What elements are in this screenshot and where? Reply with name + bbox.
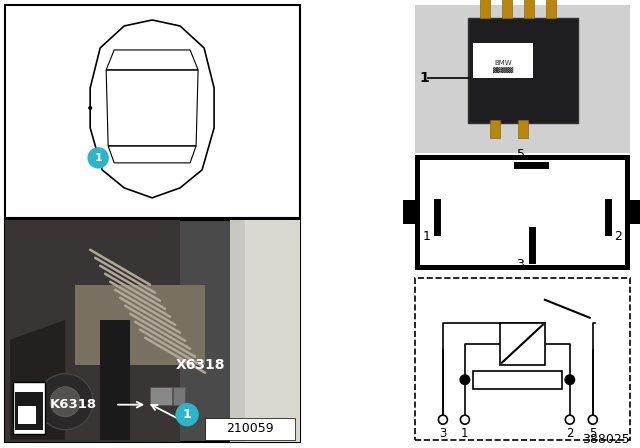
Circle shape — [37, 374, 93, 430]
Bar — [15, 392, 44, 430]
Circle shape — [460, 374, 470, 385]
Text: 5: 5 — [589, 427, 596, 440]
Bar — [502, 0, 512, 18]
Bar — [415, 278, 630, 439]
Text: 1: 1 — [423, 230, 431, 243]
Bar — [500, 323, 545, 365]
Bar — [205, 418, 295, 439]
Circle shape — [88, 106, 92, 110]
Bar — [173, 387, 185, 405]
Bar — [468, 18, 578, 123]
Text: 2: 2 — [566, 427, 573, 440]
Bar — [415, 155, 630, 270]
Bar — [524, 0, 534, 18]
Bar — [245, 220, 300, 442]
Bar — [415, 5, 630, 153]
Bar — [473, 370, 562, 389]
Text: 3: 3 — [516, 258, 524, 271]
Bar — [13, 382, 45, 434]
Text: 388025: 388025 — [582, 433, 630, 446]
Text: 5: 5 — [517, 148, 525, 161]
Text: X6318: X6318 — [175, 358, 225, 372]
Bar — [490, 120, 500, 138]
Text: 1: 1 — [420, 71, 429, 85]
Bar — [150, 387, 172, 405]
Bar — [546, 0, 556, 18]
Bar — [75, 285, 205, 365]
Bar — [480, 0, 490, 18]
Bar — [5, 5, 300, 218]
Bar — [420, 160, 625, 265]
Bar — [5, 220, 180, 442]
Bar — [473, 43, 533, 78]
Bar — [230, 220, 300, 442]
Text: K6318: K6318 — [50, 398, 97, 411]
Circle shape — [438, 415, 447, 424]
Text: 1: 1 — [183, 408, 191, 421]
Text: ▓▓▓▓▓: ▓▓▓▓▓ — [492, 67, 513, 73]
Circle shape — [565, 415, 574, 424]
Bar — [18, 406, 36, 424]
Circle shape — [176, 404, 198, 426]
Bar — [5, 220, 300, 442]
Circle shape — [564, 374, 575, 385]
Text: 210059: 210059 — [227, 422, 274, 435]
Text: BMW: BMW — [494, 60, 511, 66]
Bar — [518, 120, 528, 138]
Bar — [630, 200, 640, 224]
Text: 2: 2 — [614, 230, 621, 243]
Text: 1: 1 — [461, 427, 468, 440]
Bar — [403, 200, 415, 224]
Bar — [100, 320, 130, 439]
Circle shape — [50, 387, 80, 417]
Text: 3: 3 — [439, 427, 447, 440]
Circle shape — [88, 148, 108, 168]
Circle shape — [588, 415, 597, 424]
Circle shape — [460, 415, 469, 424]
Text: 1: 1 — [94, 153, 102, 163]
Polygon shape — [10, 320, 65, 439]
